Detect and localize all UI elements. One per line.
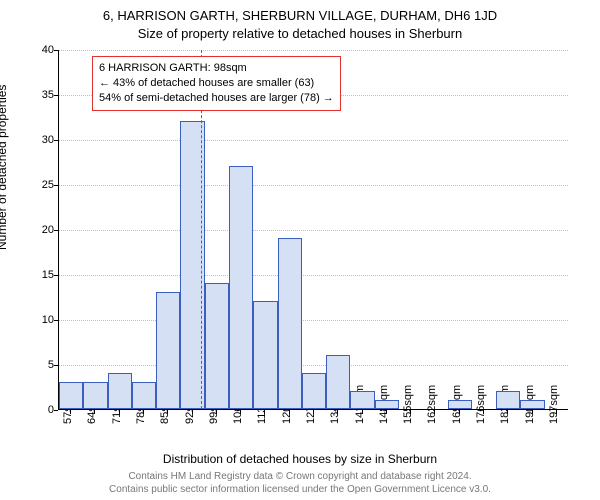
y-tick-mark [54,185,58,186]
x-tick-mark [483,410,484,414]
y-tick-label: 35 [42,89,54,101]
histogram-bar [229,166,253,409]
x-tick-mark [70,410,71,414]
x-tick-mark [410,410,411,414]
y-tick-mark [54,320,58,321]
x-tick-mark [459,410,460,414]
x-axis-label: Distribution of detached houses by size … [0,452,600,466]
grid-line [59,275,568,276]
histogram-bar [132,382,156,409]
y-tick-label: 40 [42,44,54,56]
histogram-bar [83,382,107,409]
x-tick-mark [507,410,508,414]
title-line-1: 6, HARRISON GARTH, SHERBURN VILLAGE, DUR… [0,8,600,23]
y-tick-mark [54,275,58,276]
footer-line: Contains public sector information licen… [0,484,600,497]
histogram-bar [205,283,229,409]
histogram-bar [448,400,472,409]
x-tick-mark [289,410,290,414]
x-tick-mark [434,410,435,414]
chart-container: 6, HARRISON GARTH, SHERBURN VILLAGE, DUR… [0,0,600,500]
x-tick-mark [264,410,265,414]
x-tick-mark [313,410,314,414]
x-tick-mark [532,410,533,414]
grid-line [59,185,568,186]
grid-line [59,140,568,141]
annotation-line: ← 43% of detached houses are smaller (63… [99,76,334,91]
x-tick-mark [119,410,120,414]
y-tick-mark [54,140,58,141]
x-tick-mark [362,410,363,414]
x-tick-mark [386,410,387,414]
y-tick-mark [54,410,58,411]
x-tick-mark [167,410,168,414]
histogram-bar [108,373,132,409]
x-tick-mark [240,410,241,414]
histogram-bar [302,373,326,409]
x-tick-mark [192,410,193,414]
grid-line [59,230,568,231]
title-line-2: Size of property relative to detached ho… [0,26,600,41]
histogram-bar [59,382,83,409]
grid-line [59,365,568,366]
histogram-bar [375,400,399,409]
y-tick-label: 25 [42,179,54,191]
histogram-bar [350,391,374,409]
annotation-box: 6 HARRISON GARTH: 98sqm ← 43% of detache… [92,56,341,111]
x-tick-mark [94,410,95,414]
histogram-bar [496,391,520,409]
y-axis-label: Number of detached properties [0,85,9,250]
histogram-bar [278,238,302,409]
grid-line [59,50,568,51]
x-tick-mark [143,410,144,414]
histogram-bar [253,301,277,409]
x-tick-mark [337,410,338,414]
y-tick-mark [54,230,58,231]
y-tick-label: 20 [42,224,54,236]
grid-line [59,320,568,321]
y-tick-mark [54,50,58,51]
y-tick-mark [54,95,58,96]
histogram-bar [326,355,350,409]
x-tick-mark [216,410,217,414]
histogram-bar [156,292,180,409]
y-tick-mark [54,365,58,366]
footer-line: Contains HM Land Registry data © Crown c… [0,471,600,484]
y-tick-label: 10 [42,314,54,326]
x-tick-mark [556,410,557,414]
footer-attribution: Contains HM Land Registry data © Crown c… [0,471,600,496]
annotation-line: 6 HARRISON GARTH: 98sqm [99,61,334,76]
y-tick-label: 30 [42,134,54,146]
histogram-bar [520,400,544,409]
annotation-line: 54% of semi-detached houses are larger (… [99,91,334,106]
y-tick-label: 15 [42,269,54,281]
